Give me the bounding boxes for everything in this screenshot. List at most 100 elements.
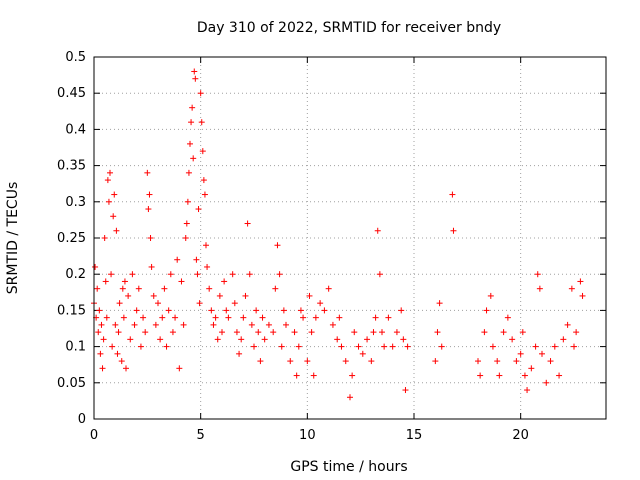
x-tick-label: 5 bbox=[197, 428, 205, 443]
data-point bbox=[276, 271, 283, 278]
data-point bbox=[481, 329, 488, 336]
data-point bbox=[102, 278, 109, 285]
data-point bbox=[291, 329, 298, 336]
data-point bbox=[274, 242, 281, 249]
data-point bbox=[208, 307, 215, 314]
data-point bbox=[489, 343, 496, 350]
data-point bbox=[579, 292, 586, 299]
data-point bbox=[251, 343, 257, 350]
y-tick-label: 0.45 bbox=[57, 86, 86, 101]
data-point bbox=[372, 314, 379, 321]
data-point bbox=[231, 300, 238, 307]
data-point bbox=[225, 314, 232, 321]
data-point bbox=[573, 329, 580, 336]
x-tick-label: 10 bbox=[299, 428, 316, 443]
data-point bbox=[539, 350, 545, 357]
data-point bbox=[100, 336, 107, 343]
data-point bbox=[197, 90, 204, 97]
data-point bbox=[195, 206, 202, 213]
data-point bbox=[534, 271, 541, 278]
data-point bbox=[244, 220, 251, 227]
data-point bbox=[521, 372, 528, 379]
data-point bbox=[120, 314, 127, 321]
data-point bbox=[475, 358, 481, 365]
data-point bbox=[393, 329, 400, 336]
data-point bbox=[547, 358, 554, 365]
data-point bbox=[334, 336, 341, 343]
data-point bbox=[142, 329, 149, 336]
y-tick-label: 0.3 bbox=[65, 195, 86, 210]
data-point bbox=[374, 227, 381, 234]
data-point bbox=[400, 336, 407, 343]
data-point bbox=[265, 321, 272, 328]
data-point bbox=[184, 198, 191, 205]
data-point bbox=[278, 343, 285, 350]
data-point bbox=[194, 271, 201, 278]
data-point bbox=[148, 263, 155, 270]
data-point bbox=[146, 191, 153, 198]
data-point bbox=[483, 307, 490, 314]
data-point bbox=[188, 119, 195, 126]
data-point bbox=[532, 343, 539, 350]
data-point bbox=[97, 350, 104, 357]
x-tick-label: 15 bbox=[406, 428, 423, 443]
data-point bbox=[92, 263, 99, 270]
data-point bbox=[191, 68, 198, 75]
data-point bbox=[190, 155, 197, 162]
data-point bbox=[176, 365, 183, 372]
data-point bbox=[133, 307, 140, 314]
y-tick-label: 0 bbox=[78, 412, 86, 427]
data-point bbox=[163, 343, 170, 350]
data-point bbox=[185, 169, 192, 176]
data-point bbox=[210, 321, 217, 328]
y-tick-label: 0.25 bbox=[57, 231, 86, 246]
data-point bbox=[304, 358, 311, 365]
data-point bbox=[159, 314, 166, 321]
data-point bbox=[167, 271, 174, 278]
data-point bbox=[404, 343, 411, 350]
data-point bbox=[140, 314, 147, 321]
data-point bbox=[110, 213, 117, 220]
data-point bbox=[568, 285, 575, 292]
data-point bbox=[450, 227, 457, 234]
data-point bbox=[349, 372, 356, 379]
data-point bbox=[379, 329, 385, 336]
data-point bbox=[103, 314, 110, 321]
data-point bbox=[376, 271, 383, 278]
data-point bbox=[560, 336, 567, 343]
data-point bbox=[381, 343, 388, 350]
data-point bbox=[300, 314, 307, 321]
data-point bbox=[199, 148, 206, 155]
data-point bbox=[169, 329, 176, 336]
data-point bbox=[338, 343, 345, 350]
data-point bbox=[152, 321, 159, 328]
data-point bbox=[255, 329, 262, 336]
plot-frame bbox=[93, 56, 607, 420]
data-point bbox=[216, 292, 223, 299]
data-point bbox=[182, 235, 189, 241]
data-point bbox=[96, 307, 103, 314]
data-point bbox=[121, 278, 128, 285]
data-point bbox=[280, 307, 287, 314]
data-point bbox=[364, 336, 371, 343]
data-point bbox=[144, 169, 151, 176]
data-point bbox=[196, 300, 203, 307]
data-point bbox=[113, 227, 120, 234]
data-point bbox=[104, 177, 111, 184]
data-point bbox=[187, 140, 193, 147]
data-point bbox=[389, 343, 396, 350]
data-point bbox=[398, 307, 405, 314]
y-axis-label: SRMTID / TECUs bbox=[5, 182, 21, 295]
data-point bbox=[145, 206, 152, 213]
data-point bbox=[543, 379, 550, 386]
data-point bbox=[198, 119, 205, 126]
data-point bbox=[201, 191, 208, 198]
data-point bbox=[253, 307, 260, 314]
data-point bbox=[295, 343, 302, 350]
data-point bbox=[214, 336, 221, 343]
data-point bbox=[99, 365, 106, 372]
data-point bbox=[449, 191, 456, 198]
data-point bbox=[203, 242, 209, 249]
data-point bbox=[174, 256, 181, 263]
data-point bbox=[509, 336, 516, 343]
